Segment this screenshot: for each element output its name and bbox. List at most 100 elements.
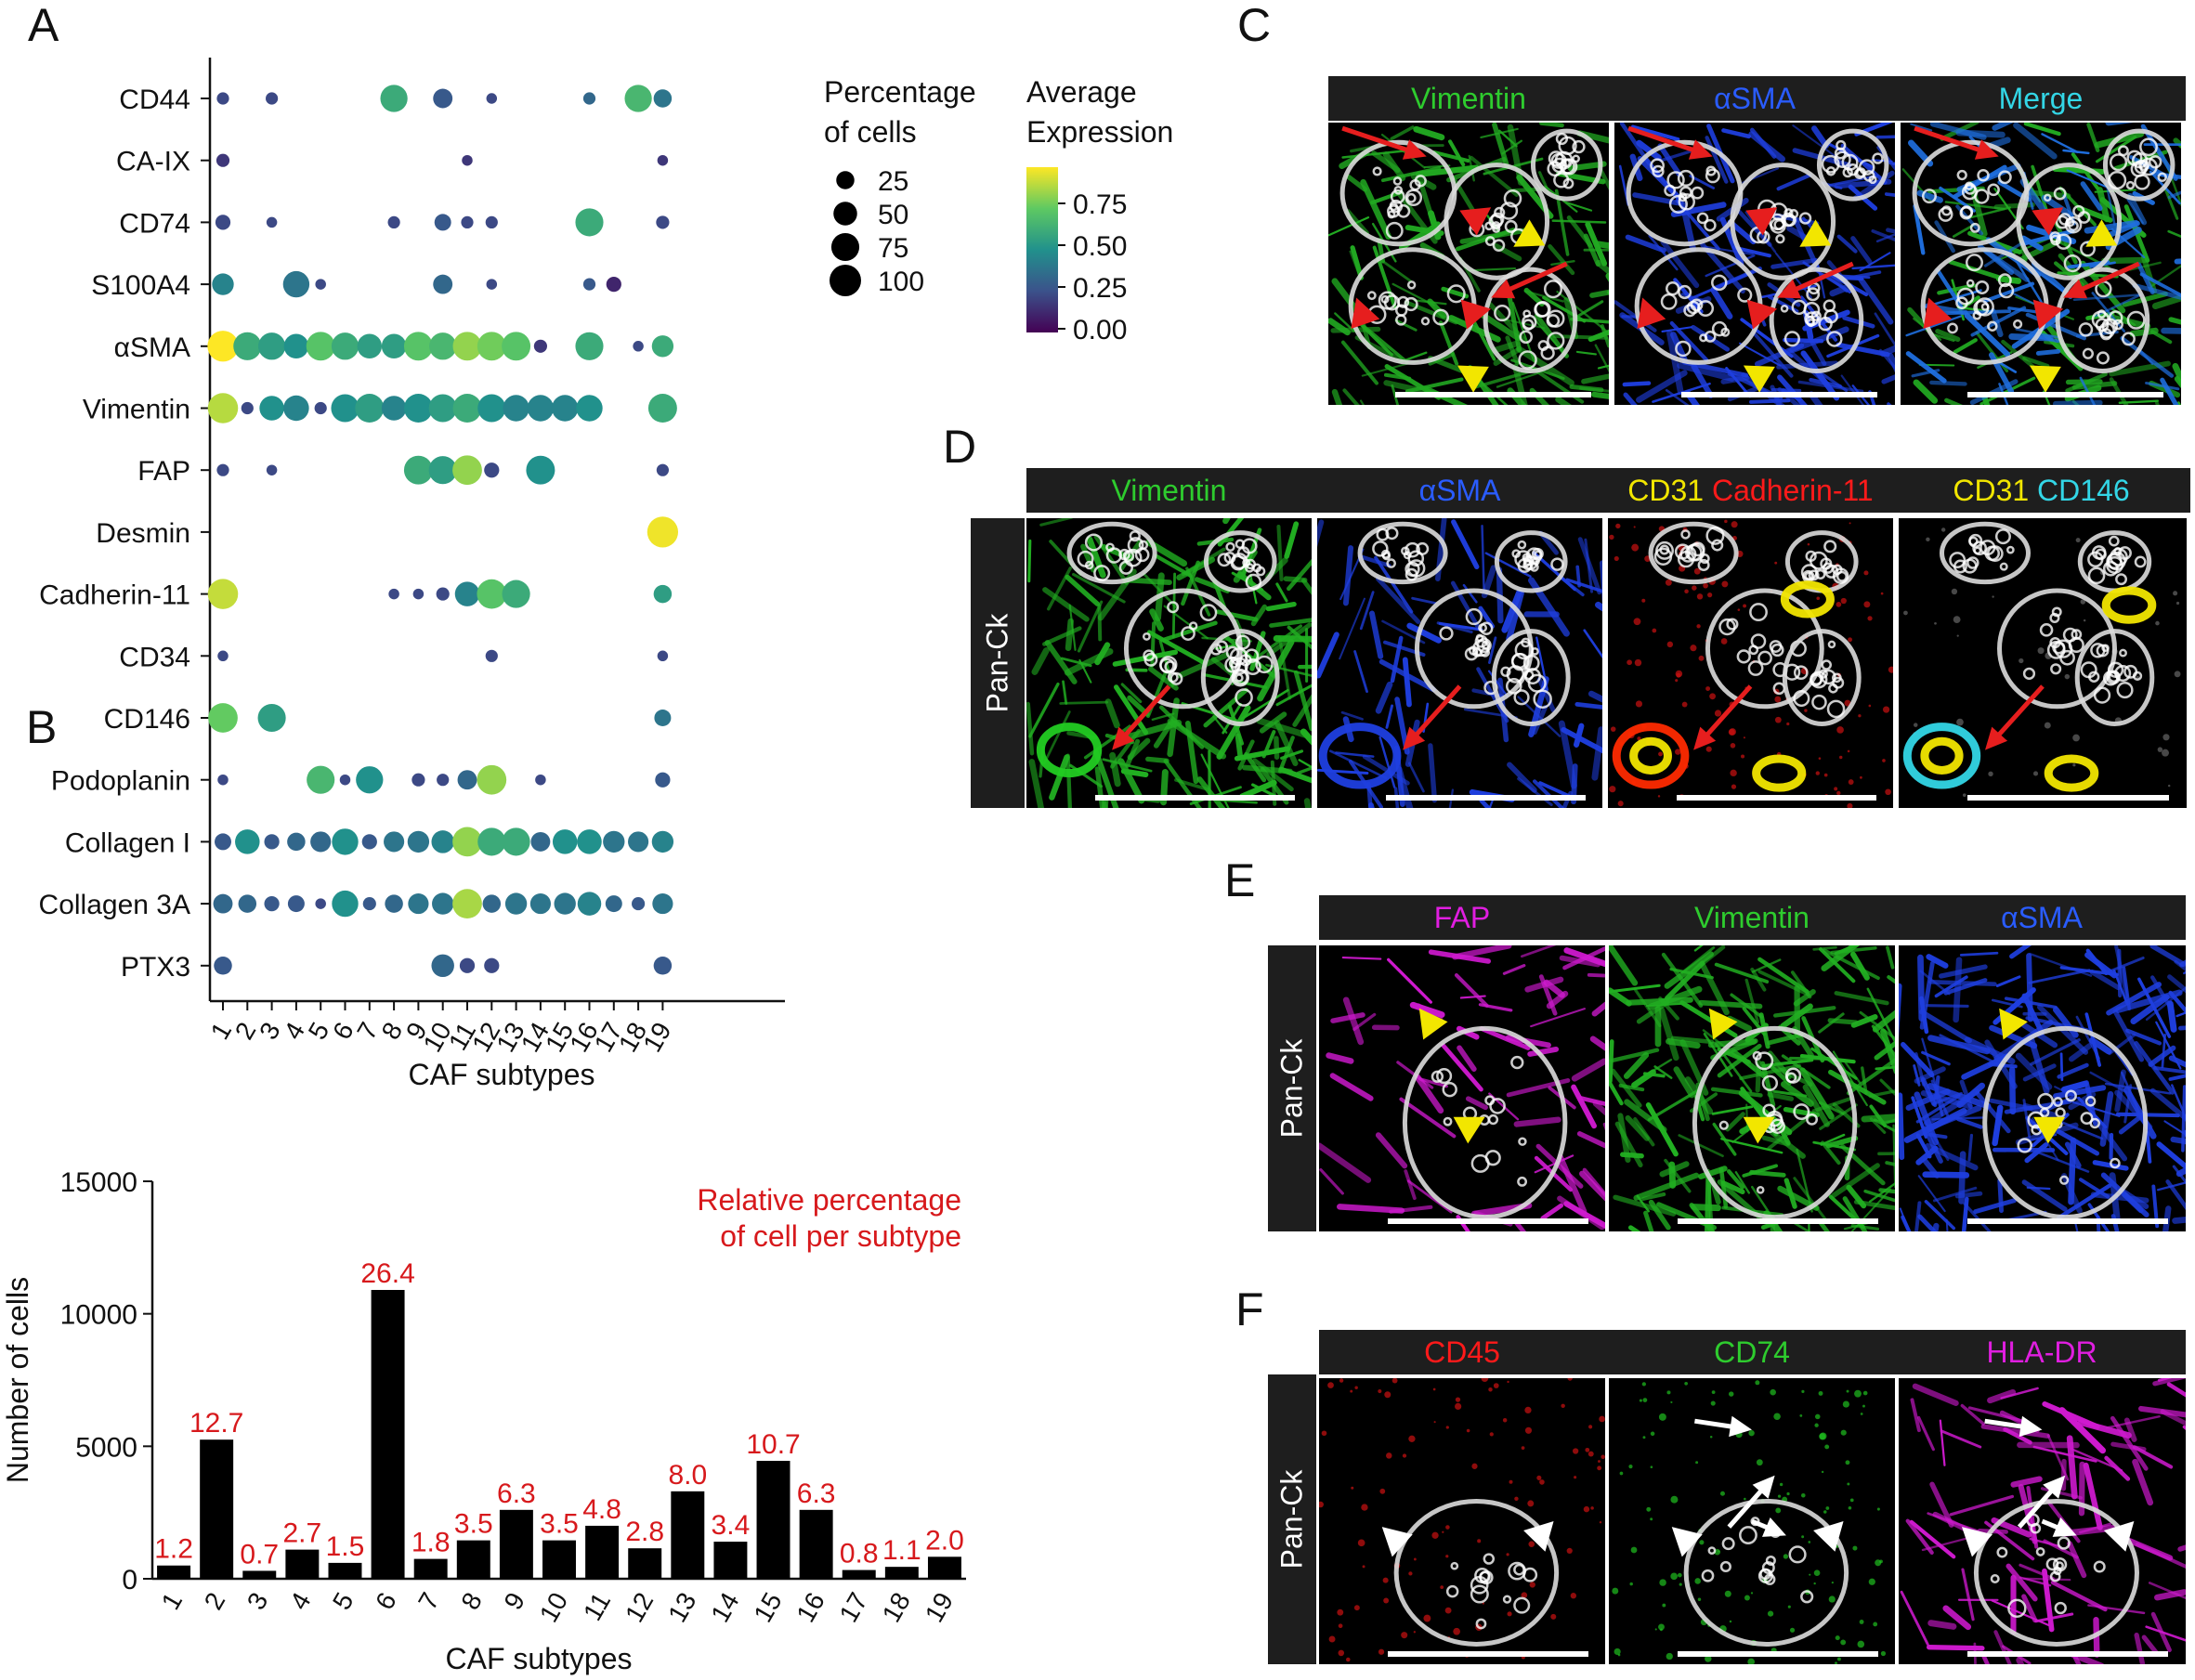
dot-mark (215, 833, 231, 851)
bar-mark (499, 1509, 533, 1579)
dot-mark (486, 93, 498, 104)
dot-mark (315, 279, 326, 290)
bar-x-tick-label: 2 (199, 1588, 231, 1615)
dot-mark (576, 395, 603, 422)
dot-mark (653, 584, 673, 604)
bar-value-label: 2.8 (625, 1517, 664, 1547)
panel-c-label-vimentin: Vimentin (1411, 82, 1526, 115)
panel-d-label-asma: αSMA (1418, 474, 1501, 507)
bar-y-tick-label: 10000 (60, 1300, 137, 1331)
bar-y-tick-label: 15000 (60, 1167, 137, 1198)
dot-mark (287, 832, 306, 852)
bar-mark (200, 1439, 234, 1579)
dot-mark (502, 332, 531, 361)
panel-f-pan-ck-label: Pan-Ck (1274, 1469, 1309, 1569)
bar-mark (628, 1548, 662, 1579)
dot-mark (484, 957, 500, 973)
dotplot-gene-label: Vimentin (83, 395, 190, 425)
bar-mark (884, 1567, 919, 1579)
dot-mark (526, 455, 555, 485)
bar-value-label: 3.5 (454, 1509, 493, 1540)
dot-mark (238, 894, 257, 913)
scale-bar (1967, 1651, 2168, 1657)
dot-mark (605, 895, 622, 913)
scale-bar (1678, 1218, 1878, 1224)
bar-x-tick-label: 15 (748, 1588, 787, 1627)
bar-x-tick-label: 6 (370, 1588, 402, 1615)
micrograph-d-cd31-cadherin (1608, 518, 1893, 808)
dot-mark (657, 650, 669, 662)
micrograph-e-vimentin (1609, 945, 1895, 1231)
dotplot-gene-label: FAP (137, 456, 190, 487)
bar-value-label: 1.2 (154, 1534, 193, 1565)
panel-c-label-asma: αSMA (1714, 82, 1796, 115)
dot-mark (502, 580, 530, 608)
dot-mark (233, 332, 262, 360)
bar-value-label: 10.7 (746, 1429, 800, 1460)
dot-mark (331, 394, 359, 423)
panel-d-pan-ck-label: Pan-Ck (980, 613, 1014, 713)
dot-mark (461, 215, 474, 229)
dot-mark (653, 957, 673, 975)
dot-mark (652, 893, 673, 915)
dot-mark (217, 774, 229, 786)
dot-mark (651, 335, 674, 358)
dot-mark (428, 456, 457, 485)
bar-x-axis-title: CAF subtypes (446, 1642, 633, 1675)
dot-mark (264, 834, 280, 850)
dot-mark (403, 455, 433, 485)
size-legend-label: 50 (878, 200, 908, 230)
bar-mark (542, 1540, 576, 1579)
scale-bar (1681, 392, 1877, 397)
dot-mark (554, 892, 576, 915)
dot-mark (452, 827, 482, 857)
panel-d-label-cd31b: CD31 (1953, 474, 2030, 507)
dot-mark (310, 831, 332, 853)
dot-mark (454, 581, 480, 606)
panel-d-label-cadherin11: Cadherin-11 (1711, 474, 1874, 507)
dot-mark (384, 831, 405, 853)
bar-x-tick-label: 18 (877, 1588, 916, 1627)
size-legend-label: 25 (878, 166, 908, 197)
dot-mark (207, 579, 239, 609)
dot-mark (307, 765, 335, 794)
bar-annotation-line1: Relative percentage (697, 1183, 961, 1217)
dot-mark (216, 463, 229, 476)
dot-mark (577, 892, 602, 916)
dot-mark (582, 278, 596, 291)
dot-mark (266, 464, 278, 475)
panel-f-label-cd45: CD45 (1424, 1335, 1500, 1369)
dot-mark (314, 401, 327, 415)
micrograph-c-asma (1614, 123, 1895, 405)
bar-y-axis-title: Number of cells (1, 1277, 34, 1483)
scale-bar (1967, 392, 2163, 397)
micrograph-f-hla-dr (1899, 1378, 2186, 1664)
bar-x-tick-label: 10 (534, 1588, 573, 1627)
dotplot-gene-label: αSMA (114, 332, 190, 363)
dotplot-gene-label: Collagen I (65, 827, 190, 858)
dot-mark (434, 214, 451, 231)
bar-mark (756, 1461, 790, 1579)
dotplot-gene-label: PTX3 (121, 952, 190, 983)
panel-letter-f: F (1235, 1283, 1264, 1335)
bar-x-tick-label: 9 (498, 1588, 530, 1615)
panel-d-side-label: Pan-Ck (971, 518, 1025, 808)
color-legend-tick-label: 0.75 (1073, 189, 1127, 220)
bar-mark (242, 1570, 277, 1579)
panel-d-label-cd31: CD31 (1627, 474, 1705, 507)
bar-x-tick-label: 7 (412, 1588, 445, 1615)
dot-mark (575, 208, 604, 237)
bar-value-label: 6.3 (497, 1478, 536, 1509)
dot-mark (657, 154, 669, 166)
dotplot-x-tick-label: 19 (637, 1018, 676, 1057)
dot-mark (381, 396, 407, 421)
dotplot-gene-label: Desmin (96, 518, 190, 549)
dot-mark (429, 332, 457, 360)
dot-mark (477, 579, 507, 609)
dot-mark (530, 831, 551, 852)
dot-mark (437, 774, 450, 787)
panel-e-pan-ck-label: Pan-Ck (1274, 1038, 1309, 1139)
bar-value-label: 1.8 (412, 1528, 451, 1558)
bar-mark (799, 1509, 833, 1579)
bar-x-tick-label: 16 (790, 1588, 830, 1627)
